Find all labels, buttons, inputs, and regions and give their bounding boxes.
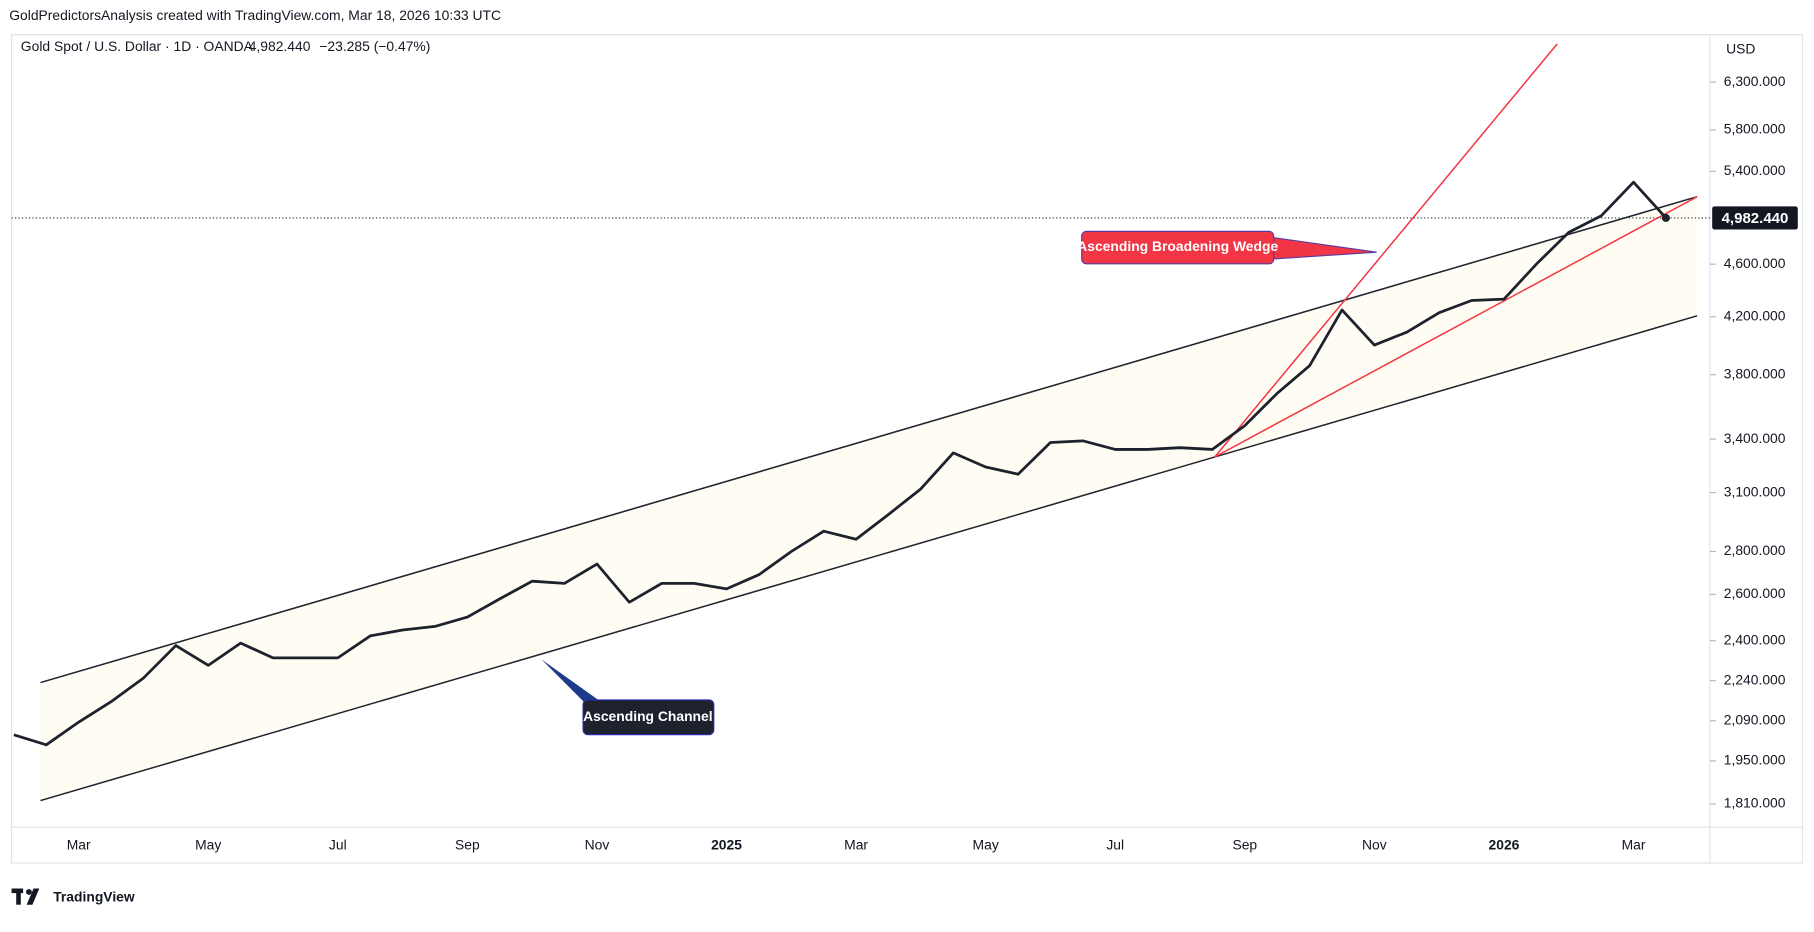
logo-mark <box>26 888 40 905</box>
x-tick-label: Mar <box>844 836 868 852</box>
x-tick-label: Mar <box>1622 836 1646 852</box>
last-point <box>1661 213 1670 222</box>
wedge-upper <box>1214 43 1558 458</box>
y-tick-label: 1,950.000 <box>1724 752 1786 768</box>
y-tick-label: 3,400.000 <box>1724 430 1786 446</box>
y-tick-label: 5,400.000 <box>1724 162 1786 178</box>
brand: TradingView <box>53 888 135 904</box>
channel-lower <box>40 315 1698 802</box>
logo-mark <box>26 889 32 895</box>
x-tick-label: Jul <box>329 836 347 852</box>
channel-fill <box>40 196 1698 801</box>
y-tick-label: 3,100.000 <box>1724 483 1786 499</box>
channel-upper <box>40 195 1698 684</box>
channel-label-box <box>582 699 715 736</box>
x-tick-label: May <box>195 836 221 852</box>
x-tick-label: 2026 <box>1489 836 1520 852</box>
y-tick-label: 1,810.000 <box>1724 795 1786 811</box>
y-tick-label: 2,090.000 <box>1724 711 1786 727</box>
x-tick-label: Nov <box>1362 836 1387 852</box>
currency: USD <box>1726 40 1755 56</box>
y-tick-label: 5,800.000 <box>1724 121 1786 137</box>
wedge-label: Ascending Broadening Wedge <box>1077 238 1278 254</box>
x-tick-label: Mar <box>67 836 91 852</box>
header-price: 4,982.440 <box>249 38 311 54</box>
x-tick-label: Jul <box>1106 836 1124 852</box>
header-change: −23.285 (−0.47%) <box>319 38 430 54</box>
logo-mark <box>16 888 21 905</box>
chart-frame <box>10 34 1804 864</box>
credit: GoldPredictorsAnalysis created with Trad… <box>9 7 501 23</box>
y-tick-label: 2,600.000 <box>1724 585 1786 601</box>
wedge-lower <box>1214 196 1698 458</box>
y-tick-label: 2,800.000 <box>1724 542 1786 558</box>
x-tick-label: 2025 <box>711 836 742 852</box>
x-tick-label: Sep <box>455 836 480 852</box>
y-tick-label: 2,240.000 <box>1724 671 1786 687</box>
y-tick-label: 3,800.000 <box>1724 365 1786 381</box>
price-line <box>13 180 1667 747</box>
x-tick-label: Nov <box>585 836 610 852</box>
y-tick-label: 4,200.000 <box>1724 307 1786 323</box>
price-badge-label: 4,982.440 <box>1722 210 1789 227</box>
wedge-label-box <box>1081 230 1275 265</box>
logo <box>11 888 40 905</box>
x-tick-label: Sep <box>1232 836 1257 852</box>
y-tick-label: 6,300.000 <box>1724 73 1786 89</box>
price-badge <box>1712 206 1798 230</box>
y-tick-label: 2,400.000 <box>1724 631 1786 647</box>
x-tick-label: May <box>973 836 999 852</box>
channel-label: Ascending Channel <box>583 708 713 724</box>
symbol: Gold Spot / U.S. Dollar · 1D · OANDA <box>21 38 254 54</box>
y-tick-label: 4,600.000 <box>1724 255 1786 271</box>
